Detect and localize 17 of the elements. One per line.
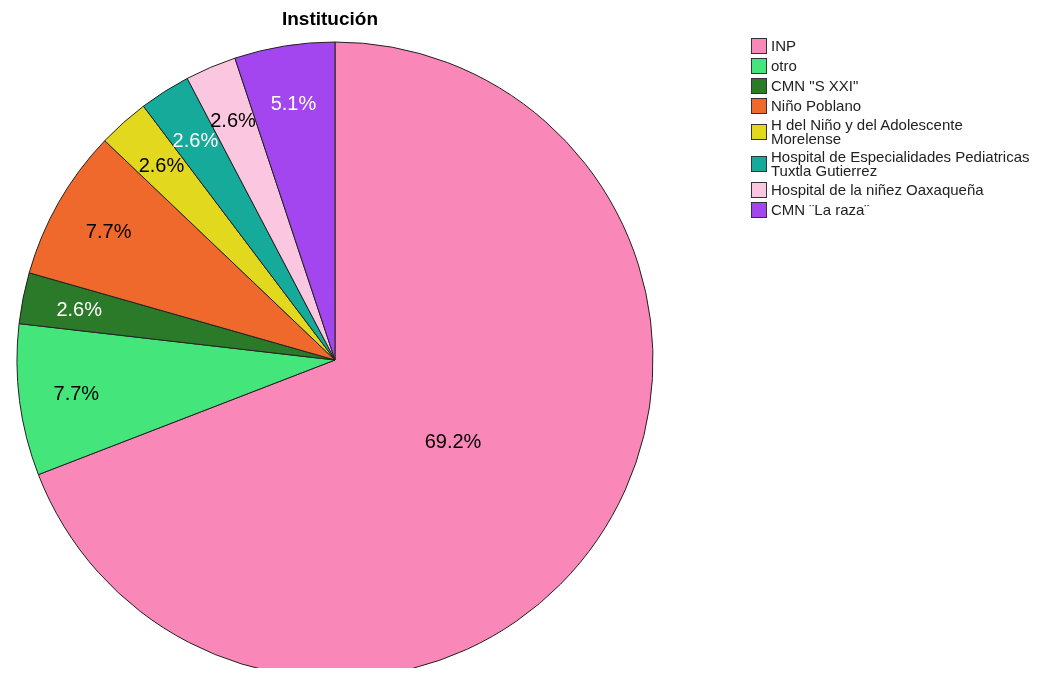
data-label: 2.6%	[56, 298, 103, 321]
legend-label: otro	[771, 57, 798, 74]
legend-label: INP	[771, 37, 797, 54]
legend-label: CMN "S XXI"	[771, 77, 860, 94]
data-label: 7.7%	[53, 382, 100, 405]
chart-title: Institución	[280, 8, 380, 30]
legend-label: H del Niño y del Adolescente Morelense	[771, 116, 964, 147]
legend-label: CMN ¨La raza¨	[771, 201, 871, 218]
legend-label: Niño Poblano	[771, 97, 863, 114]
data-label: 5.1%	[270, 91, 317, 114]
data-label: 2.6%	[210, 109, 257, 131]
data-label: 69.2%	[424, 429, 482, 452]
data-label: 2.6%	[172, 128, 219, 151]
data-label: 2.6%	[138, 154, 185, 177]
data-label: 7.7%	[85, 219, 132, 242]
legend-label: Hospital de Especialidades Pediatricas Tuxtla Gutierrez	[771, 148, 1031, 179]
legend-label: Hospital de la niñez Oaxaqueña	[771, 181, 985, 198]
